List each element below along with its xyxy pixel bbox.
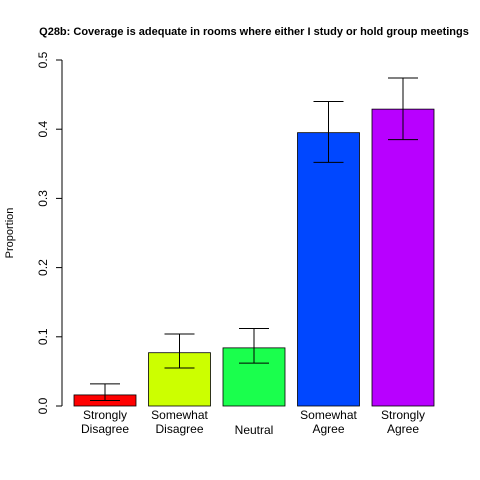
category-label: Neutral xyxy=(235,423,274,437)
y-tick-label: 0.4 xyxy=(36,121,50,138)
bar xyxy=(297,132,360,407)
y-tick-label: 0.3 xyxy=(36,190,50,207)
category-label: Somewhat Agree xyxy=(300,408,357,436)
bar xyxy=(371,108,435,407)
bars xyxy=(73,108,435,407)
category-label: Strongly Agree xyxy=(381,408,425,436)
error-bars xyxy=(90,77,418,401)
y-axis: 0.0 0.1 0.2 0.3 0.4 0.5 xyxy=(36,51,63,414)
chart-title: Q28b: Coverage is adequate in rooms wher… xyxy=(39,26,469,38)
category-labels: Strongly Disagree Somewhat Disagree Neutral S… xyxy=(81,408,425,437)
y-tick-label: 0.5 xyxy=(36,51,50,68)
category-label: Somewhat Disagree xyxy=(151,408,208,436)
y-tick-label: 0.0 xyxy=(36,397,50,414)
y-tick-label: 0.2 xyxy=(36,259,50,276)
y-axis-title: Proportion xyxy=(4,208,16,259)
y-tick-label: 0.1 xyxy=(36,328,50,345)
category-label: Strongly Disagree xyxy=(81,408,129,436)
